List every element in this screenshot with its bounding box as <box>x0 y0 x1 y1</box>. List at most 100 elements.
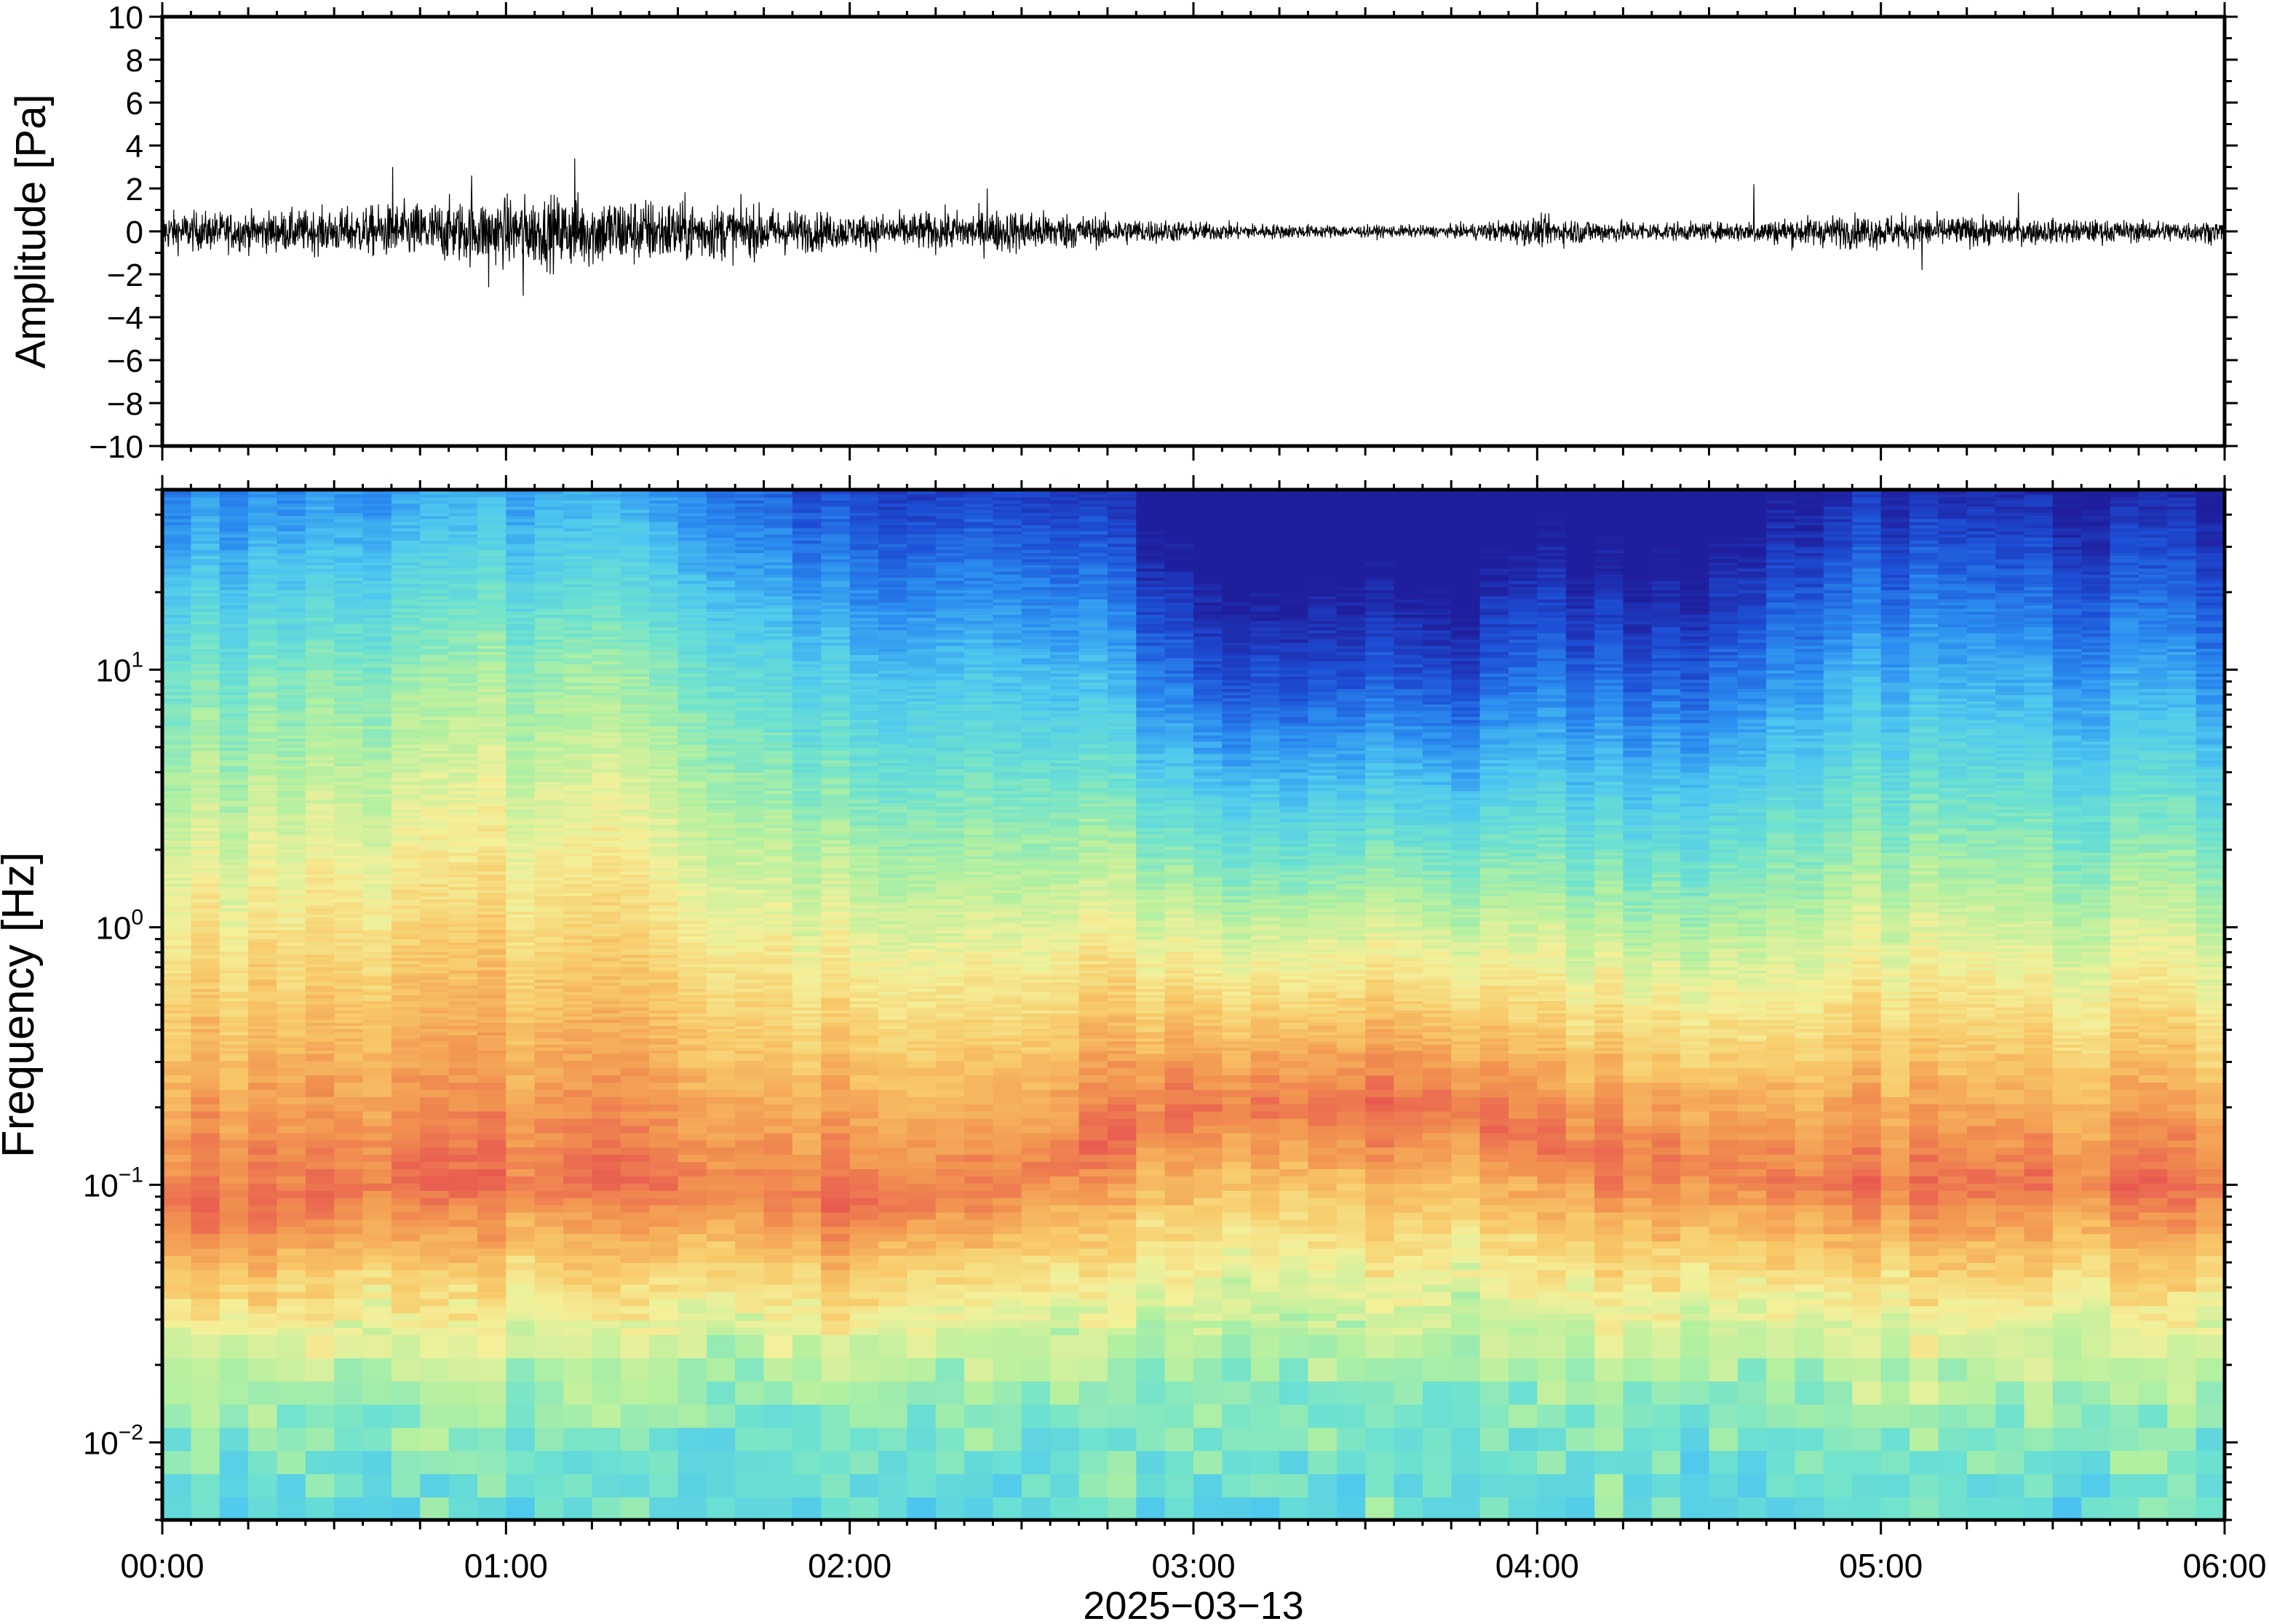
spectrogram-cell <box>248 1320 278 1328</box>
spectrogram-cell <box>248 540 278 544</box>
spectrogram-cell <box>448 549 478 554</box>
spectrogram-cell <box>391 982 421 986</box>
spectrogram-cell <box>219 731 249 736</box>
spectrogram-cell <box>706 1118 736 1126</box>
spectrogram-cell <box>305 1283 335 1292</box>
spectrogram-cell <box>563 701 593 705</box>
spectrogram-cell <box>706 843 736 847</box>
spectrogram-cell <box>219 781 249 785</box>
spectrogram-cell <box>677 1262 707 1270</box>
spectrogram-cell <box>305 778 335 782</box>
spectrogram-cell <box>391 818 421 822</box>
spectrogram-cell <box>563 1139 593 1148</box>
spectrogram-cell <box>592 599 621 603</box>
spectrogram-cell <box>620 886 650 891</box>
spectrogram-cell <box>677 1016 707 1020</box>
spectrogram-cell <box>362 1283 392 1292</box>
spectrogram-cell <box>305 1190 335 1198</box>
spectrogram-cell <box>219 991 249 995</box>
spectrogram-cell <box>477 1047 507 1051</box>
spectrogram-cell <box>534 843 564 847</box>
spectrogram-cell <box>334 682 364 686</box>
spectrogram-cell <box>477 706 507 711</box>
spectrogram-cell <box>334 849 364 853</box>
spectrogram-cell <box>477 800 507 804</box>
spectrogram-cell <box>219 1050 249 1054</box>
spectrogram-cell <box>191 852 220 856</box>
spectrogram-cell <box>334 988 364 992</box>
spectrogram-cell <box>162 570 192 575</box>
spectrogram-cell <box>277 716 306 720</box>
spectrogram-cell <box>706 815 736 819</box>
spectrogram-cell <box>391 1019 421 1023</box>
spectrogram-cell <box>305 1450 335 1475</box>
spectrogram-cell <box>391 1169 421 1177</box>
spectrogram-cell <box>219 589 249 594</box>
spectrogram-cell <box>248 1025 278 1030</box>
spectrogram-cell <box>191 747 220 751</box>
spectrogram-cell <box>305 691 335 696</box>
spectrogram-cell <box>677 565 707 569</box>
spectrogram-cell <box>592 886 621 891</box>
spectrogram-cell <box>219 701 249 705</box>
spectrogram-cell <box>420 920 450 924</box>
spectrogram-cell <box>534 1241 564 1249</box>
spectrogram-cell <box>420 944 450 949</box>
spectrogram-cell <box>277 639 306 643</box>
spectrogram-cell <box>248 666 278 671</box>
spectrogram-cell <box>563 855 593 859</box>
spectrogram-cell <box>305 772 335 776</box>
spectrogram-cell <box>362 864 392 869</box>
spectrogram-cell <box>305 1025 335 1030</box>
spectrogram-cell <box>477 830 507 835</box>
spectrogram-cell <box>649 654 679 658</box>
spectrogram-cell <box>191 991 220 995</box>
spectrogram-cell <box>391 815 421 819</box>
spectrogram-cell <box>362 666 392 671</box>
spectrogram-cell <box>362 1040 392 1045</box>
spectrogram-cell <box>563 694 593 698</box>
spectrogram-cell <box>391 543 421 547</box>
spectrogram-cell <box>219 666 249 671</box>
spectrogram-cell <box>334 1125 364 1134</box>
spectrogram-cell <box>649 861 679 866</box>
spectrogram-cell <box>305 901 335 906</box>
spectrogram-cell <box>477 991 507 995</box>
spectrogram-cell <box>191 1043 220 1048</box>
spectrogram-cell <box>735 939 765 943</box>
spectrogram-cell <box>219 642 249 646</box>
spectrogram-cell <box>162 874 192 878</box>
spectrogram-cell <box>534 1183 564 1191</box>
spectrogram-cell <box>391 763 421 767</box>
spectrogram-cell <box>334 1132 364 1141</box>
spectrogram-cell <box>706 636 736 640</box>
spectrogram-cell <box>334 503 364 507</box>
spectrogram-cell <box>362 1139 392 1148</box>
spectrogram-cell <box>420 496 450 501</box>
spectrogram-cell <box>563 1118 593 1126</box>
spectrogram-cell <box>191 781 220 785</box>
spectrogram-cell <box>305 626 335 631</box>
spectrogram-cell <box>162 951 192 955</box>
spectrogram-cell <box>362 948 392 952</box>
spectrogram-cell <box>191 549 220 554</box>
spectrogram-cell <box>305 636 335 640</box>
spectrogram-cell <box>362 765 392 770</box>
spectrogram-cell <box>191 1334 220 1358</box>
spectrogram-cell <box>420 565 450 569</box>
spectrogram-cell <box>334 765 364 770</box>
spectrogram-cell <box>506 1204 536 1213</box>
spectrogram-cell <box>219 528 249 532</box>
spectrogram-cell <box>620 1010 650 1014</box>
spectrogram-cell <box>248 973 278 977</box>
spectrogram-cell <box>534 648 564 653</box>
spectrogram-cell <box>277 886 306 891</box>
spectrogram-cell <box>477 595 507 600</box>
spectrogram-cell <box>191 565 220 569</box>
spectrogram-cell <box>362 664 392 668</box>
spectrogram-cell <box>477 1040 507 1045</box>
spectrogram-cell <box>706 1125 736 1134</box>
spectrogram-cell <box>592 713 621 717</box>
spectrogram-cell <box>534 1269 564 1278</box>
spectrogram-cell <box>362 775 392 779</box>
